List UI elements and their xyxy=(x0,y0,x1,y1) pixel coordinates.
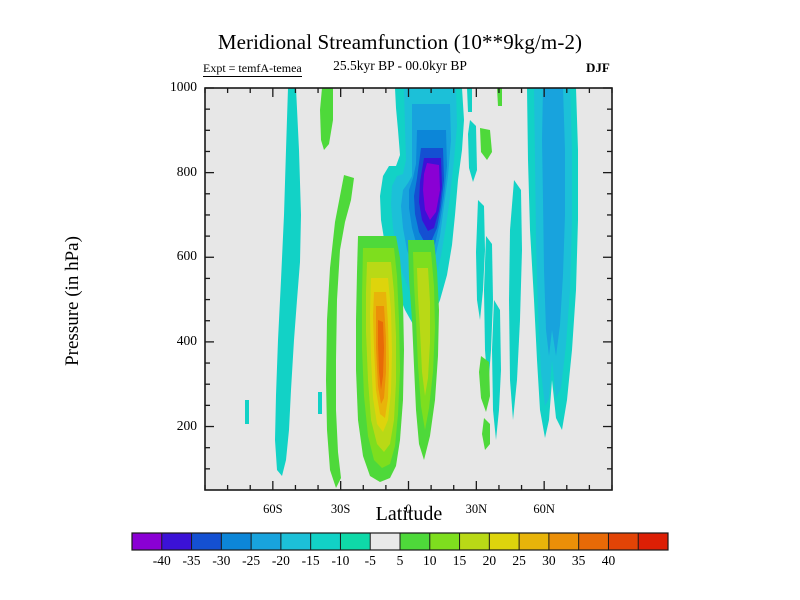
colorbar-segment xyxy=(191,533,222,550)
experiment-label: Expt = temfA-temea xyxy=(203,61,302,77)
contour-band-pos-south xyxy=(320,88,333,150)
colorbar-tick-label: -20 xyxy=(271,553,290,568)
x-tick-label: 0 xyxy=(405,502,412,516)
colorbar-tick-label: 35 xyxy=(571,553,586,568)
colorbar-segment xyxy=(548,533,580,550)
colorbar-tick-label: 30 xyxy=(542,553,556,568)
x-tick-label: 30S xyxy=(330,502,351,516)
contour-pos-patch-lower-north xyxy=(479,356,490,412)
colorbar-tick-label: -5 xyxy=(364,553,376,568)
y-tick-label: 400 xyxy=(176,332,197,348)
contour-pos-patch-lower-north2 xyxy=(482,418,490,450)
contour-band-neg-south-fragment xyxy=(245,400,249,424)
colorbar-segment xyxy=(161,533,193,550)
contour-pos-patch-far-north xyxy=(497,88,502,106)
colorbar-segment xyxy=(608,533,639,550)
contour-neg-north-lobe xyxy=(509,180,522,420)
colorbar-segment xyxy=(489,533,520,550)
colorbar-segment xyxy=(251,533,282,550)
colorbar-segment xyxy=(459,533,490,550)
contour-pos-lobe-L15 xyxy=(417,268,430,396)
colorbar-segment xyxy=(400,533,431,550)
y-tick-label: 800 xyxy=(176,163,197,179)
contour-neg-filament-c xyxy=(476,200,485,320)
contour-neg-filament-b xyxy=(468,120,477,182)
colorbar-segment xyxy=(370,533,401,550)
colorbar-segment xyxy=(280,533,312,550)
colorbar-frame xyxy=(131,532,669,551)
x-tick-label: 30N xyxy=(465,502,488,516)
x-tick-label: 60N xyxy=(533,502,555,516)
colorbar-segment xyxy=(638,533,669,550)
colorbar-tick-label: -30 xyxy=(212,553,231,568)
season-label: DJF xyxy=(586,60,610,75)
contour-neg-filament-d xyxy=(484,236,493,390)
colorbar-tick-label: 10 xyxy=(423,553,437,568)
contour-neg-filament-e xyxy=(492,300,501,440)
colorbar-segment xyxy=(578,533,609,550)
chart-title: Meridional Streamfunction (10**9kg/m-2) xyxy=(217,30,583,54)
x-axis-title: Latitude xyxy=(375,503,443,525)
colorbar-tick-label: 40 xyxy=(601,553,616,568)
contour-neg-filament-a xyxy=(467,88,472,112)
colorbar-tick-label: -15 xyxy=(301,553,320,568)
x-tick-label: 60S xyxy=(263,502,283,516)
colorbar-tick-label: 15 xyxy=(452,553,467,568)
contour-band-pos-south-main xyxy=(326,175,354,488)
contour-neg-cell-core xyxy=(423,163,440,220)
chart-subtitle: 25.5kyr BP - 00.0kyr BP xyxy=(333,58,467,73)
contour-neg-fragment-mid xyxy=(318,392,322,414)
colorbar-segment xyxy=(221,533,252,550)
colorbar xyxy=(132,533,669,550)
colorbar-tick-label: 20 xyxy=(482,553,497,568)
colorbar-tick-label: 5 xyxy=(396,553,404,568)
y-tick-label: 200 xyxy=(176,417,197,433)
colorbar-segment xyxy=(519,533,550,550)
contour-band-neg-north-L15 xyxy=(542,88,565,356)
colorbar-tick-label: -10 xyxy=(331,553,350,568)
y-tick-label: 600 xyxy=(176,248,197,264)
colorbar-tick-label: 25 xyxy=(512,553,526,568)
colorbar-segment xyxy=(429,533,461,550)
contour-band-neg-south xyxy=(275,88,301,476)
contour-pos-trop-core xyxy=(378,320,384,390)
colorbar-tick-label: -40 xyxy=(152,553,171,568)
colorbar-tick-label: -35 xyxy=(182,553,201,568)
contour-pos-patch-upper-north xyxy=(480,128,492,160)
y-tick-label: 1000 xyxy=(170,79,197,94)
axis-ticks xyxy=(204,87,613,490)
colorbar-segment xyxy=(310,533,341,550)
colorbar-tick-label: -25 xyxy=(242,553,261,568)
contour-field xyxy=(245,88,578,488)
colorbar-segment xyxy=(340,533,371,550)
colorbar-segment xyxy=(132,533,163,550)
